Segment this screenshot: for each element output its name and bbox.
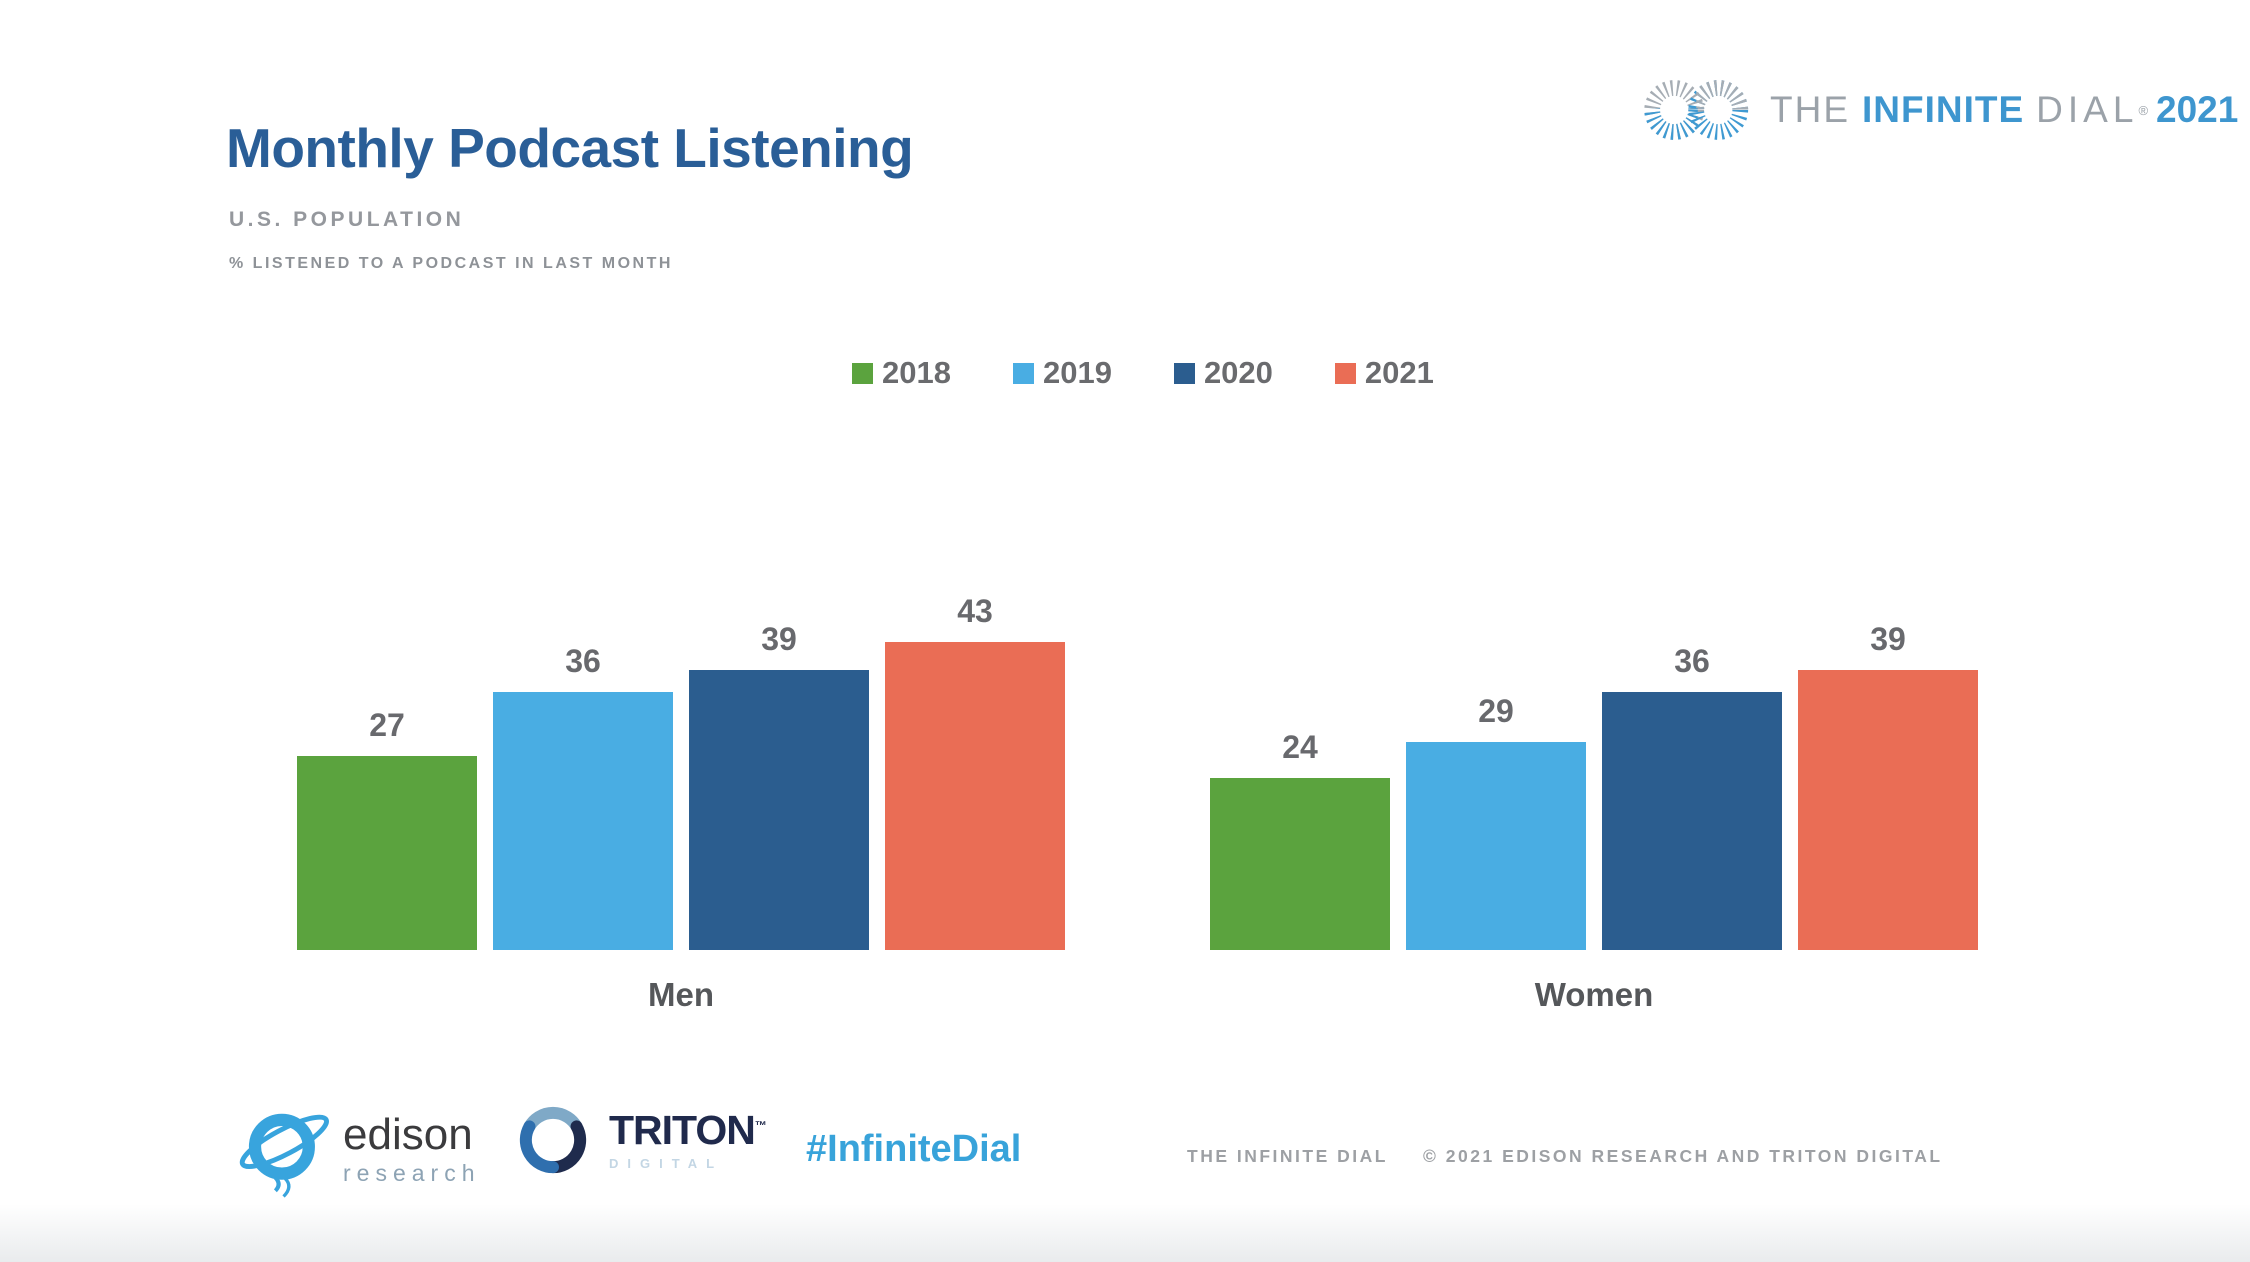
legend-label-2020: 2020: [1203, 355, 1273, 390]
bar-women-2020: [1602, 692, 1782, 950]
brand-year: 2021: [2156, 89, 2239, 130]
legend-item-2019: 2019: [1012, 355, 1112, 391]
bar-women-2018: [1210, 778, 1390, 950]
copyright-notice: © 2021 EDISON RESEARCH AND TRITON DIGITA…: [1423, 1146, 1943, 1166]
legend-item-2020: 2020: [1173, 355, 1273, 391]
value-label-women-2018: 24: [1282, 729, 1318, 765]
copyright-brand: THE INFINITE DIAL: [1187, 1146, 1388, 1166]
legend: 2018 2019 2020 2021: [852, 355, 1434, 391]
bottom-edge-fade: [0, 1204, 2250, 1262]
triton-icon: [519, 1106, 587, 1174]
legend-label-2018: 2018: [882, 355, 951, 390]
measure-note: % LISTENED TO A PODCAST IN LAST MONTH: [229, 255, 673, 272]
infinity-icon: [1644, 80, 1749, 140]
value-label-women-2020: 36: [1674, 643, 1710, 679]
bar-men-2019: [493, 692, 673, 950]
brand-infinite: INFINITE: [1862, 89, 2025, 130]
legend-item-2021: 2021: [1334, 355, 1434, 391]
value-label-men-2021: 43: [957, 593, 993, 629]
triton-sub: DIGITAL: [609, 1155, 724, 1171]
brand-the: THE: [1770, 89, 1850, 130]
legend-swatch-2019: [1012, 362, 1034, 384]
value-label-women-2021: 39: [1870, 621, 1906, 657]
trademark-mark: ™: [754, 1117, 767, 1132]
bar-men-2018: [297, 756, 477, 950]
legend-item-2018: 2018: [852, 355, 951, 391]
legend-swatch-2021: [1334, 362, 1356, 384]
legend-swatch-2020: [1173, 362, 1195, 384]
bar-group-men: Men 27 36 39 43: [297, 564, 1065, 1013]
edison-name: edison: [343, 1110, 473, 1159]
infinite-dial-logo: THE INFINITE DIAL ® 2021: [1638, 64, 2238, 156]
copyright-line: THE INFINITE DIAL © 2021 EDISON RESEARCH…: [1187, 1146, 1943, 1167]
legend-swatch-2018: [852, 362, 873, 384]
value-label-men-2018: 27: [369, 707, 405, 743]
page-title: Monthly Podcast Listening: [226, 117, 914, 179]
value-label-men-2019: 36: [565, 643, 601, 679]
population-subtitle: U.S. POPULATION: [229, 208, 465, 231]
registered-mark: ®: [2138, 102, 2149, 118]
bar-men-2020: [689, 670, 869, 950]
bar-women-2021: [1798, 670, 1978, 950]
legend-label-2021: 2021: [1364, 355, 1434, 390]
bar-group-women: Women 24 29 36 39: [1210, 564, 1978, 1013]
value-label-men-2020: 39: [761, 621, 797, 657]
value-label-women-2019: 29: [1478, 693, 1514, 729]
hashtag: #InfiniteDial: [806, 1128, 1022, 1170]
category-label-women: Women: [1534, 976, 1654, 1013]
triton-digital-logo: TRITON™ DIGITAL: [513, 1098, 767, 1182]
bar-women-2019: [1406, 742, 1586, 950]
edison-icon: [239, 1113, 329, 1198]
edison-research-logo: edison research: [233, 1094, 480, 1206]
legend-label-2019: 2019: [1042, 355, 1112, 390]
brand-dial: DIAL: [2036, 89, 2139, 130]
edison-sub: research: [343, 1160, 481, 1186]
triton-name: TRITON™: [609, 1106, 767, 1153]
bar-men-2021: [885, 642, 1065, 950]
category-label-men: Men: [648, 976, 714, 1013]
bar-chart: Men 27 36 39 43 Women 24 29 36 39: [0, 564, 2250, 1013]
